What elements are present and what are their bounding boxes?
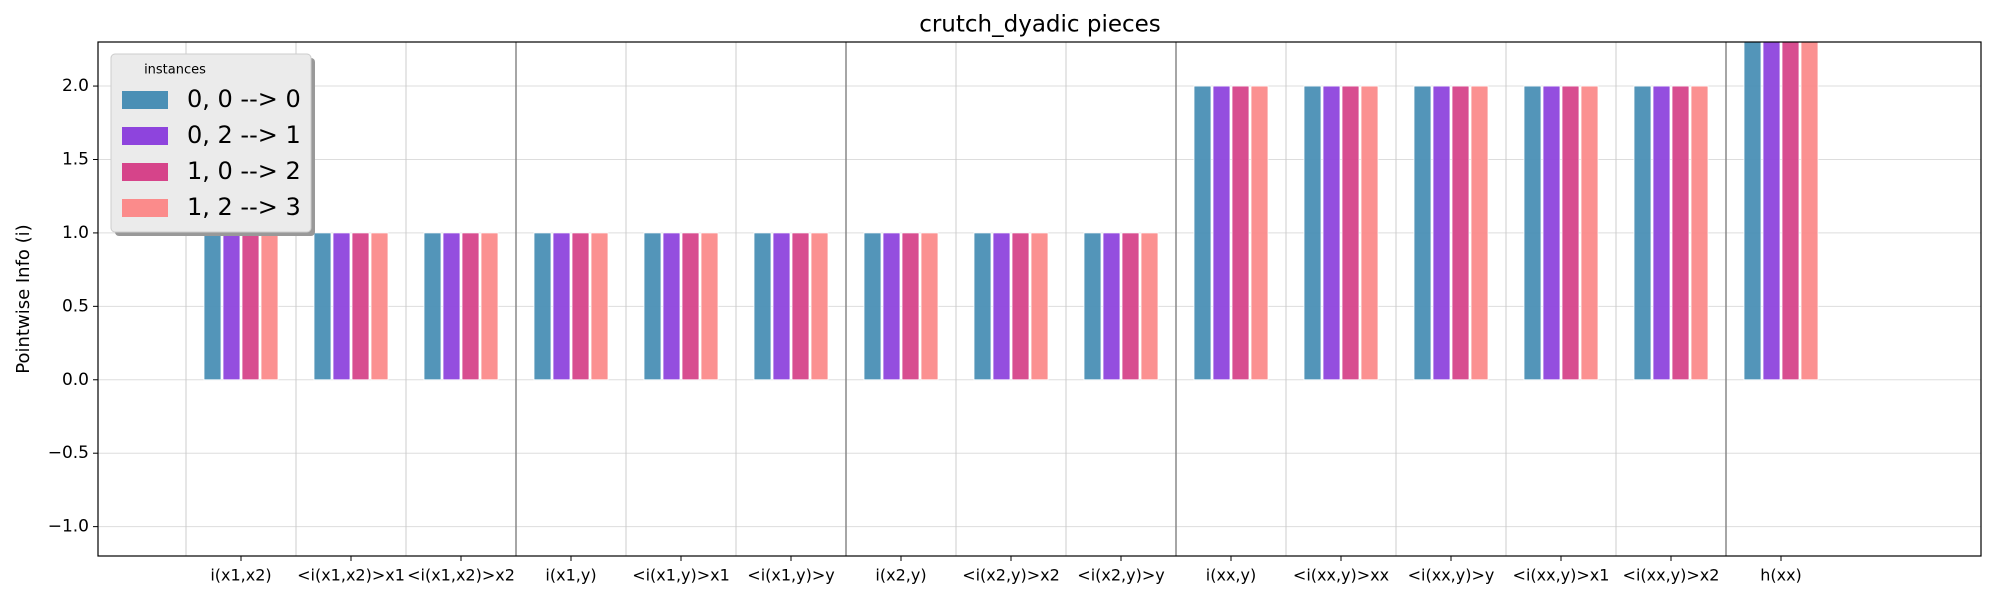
bar bbox=[992, 232, 1011, 381]
bar bbox=[1322, 85, 1341, 381]
bar bbox=[533, 232, 552, 381]
bar bbox=[203, 232, 222, 381]
x-tick-label: <i(xx,y)>y bbox=[1408, 566, 1495, 585]
x-tick-label: <i(xx,y)>x2 bbox=[1623, 566, 1720, 585]
bars bbox=[203, 42, 1819, 381]
bar bbox=[1212, 85, 1231, 381]
bar bbox=[1011, 232, 1030, 381]
y-tick-label: 1.0 bbox=[62, 223, 89, 243]
bar bbox=[1523, 85, 1542, 381]
x-tick-label: <i(xx,y)>x1 bbox=[1513, 566, 1610, 585]
bar bbox=[571, 232, 590, 381]
bar bbox=[791, 232, 810, 381]
bar bbox=[351, 232, 370, 381]
legend-swatch bbox=[122, 163, 168, 181]
bar bbox=[1690, 85, 1709, 381]
bar bbox=[1671, 85, 1690, 381]
bar bbox=[1762, 42, 1781, 381]
x-tick-label: i(x1,x2) bbox=[210, 566, 271, 585]
bar bbox=[461, 232, 480, 381]
x-tick-label: <i(x1,y)>x1 bbox=[632, 566, 730, 585]
x-tick-label: <i(x1,x2)>x2 bbox=[407, 566, 515, 585]
bar bbox=[1652, 85, 1671, 381]
y-tick-label: 2.0 bbox=[62, 76, 89, 96]
legend-title: instances bbox=[144, 63, 206, 78]
legend-label: 0, 2 --> 1 bbox=[187, 121, 301, 149]
bar bbox=[1432, 85, 1451, 381]
x-tick-label: <i(x2,y)>y bbox=[1077, 566, 1164, 585]
bar bbox=[901, 232, 920, 381]
bar bbox=[1250, 85, 1269, 381]
bar bbox=[753, 232, 772, 381]
bar bbox=[1140, 232, 1159, 381]
bar bbox=[552, 232, 571, 381]
y-tick-label: −0.5 bbox=[48, 443, 89, 463]
bar bbox=[863, 232, 882, 381]
y-tick-label: −1.0 bbox=[48, 517, 89, 537]
bar bbox=[370, 232, 389, 381]
bar bbox=[332, 232, 351, 381]
bar bbox=[1413, 85, 1432, 381]
x-tick-label: <i(xx,y)>xx bbox=[1293, 566, 1389, 585]
x-tick-label: i(x1,y) bbox=[545, 566, 596, 585]
bar bbox=[1470, 85, 1489, 381]
bar bbox=[772, 232, 791, 381]
x-tick-label: <i(x1,x2)>x1 bbox=[297, 566, 405, 585]
legend-label: 1, 2 --> 3 bbox=[187, 193, 301, 221]
labels: −1.0 −0.5 0.0 0.5 1.0 1.5 2.0 i(x1,x2) <i(x1,x2)… bbox=[48, 76, 1802, 584]
x-tick-label: <i(x1,y)>y bbox=[747, 566, 834, 585]
x-tick-label: i(xx,y) bbox=[1206, 566, 1256, 585]
bar bbox=[1303, 85, 1322, 381]
bar bbox=[480, 232, 499, 381]
bar bbox=[681, 232, 700, 381]
bar bbox=[222, 232, 241, 381]
legend: instances 0, 0 --> 0 0, 2 --> 1 1, 0 --> 2 1… bbox=[110, 53, 315, 236]
bar bbox=[1360, 85, 1379, 381]
y-tick-label: 1.5 bbox=[62, 149, 89, 169]
bar bbox=[313, 232, 332, 381]
y-tick-label: 0.0 bbox=[62, 370, 89, 390]
bar bbox=[1030, 232, 1049, 381]
bar bbox=[1542, 85, 1561, 381]
bar bbox=[920, 232, 939, 381]
x-tick-label: i(x2,y) bbox=[875, 566, 926, 585]
bar bbox=[1743, 42, 1762, 381]
bar bbox=[1341, 85, 1360, 381]
bar bbox=[643, 232, 662, 381]
bar bbox=[1102, 232, 1121, 381]
bar bbox=[810, 232, 829, 381]
bar bbox=[1121, 232, 1140, 381]
bar bbox=[1451, 85, 1470, 381]
bar bbox=[260, 232, 279, 381]
bar bbox=[1781, 42, 1800, 381]
legend-swatch bbox=[122, 127, 168, 145]
y-tick-label: 0.5 bbox=[62, 296, 89, 316]
bar bbox=[590, 232, 609, 381]
bar bbox=[1580, 85, 1599, 381]
bar bbox=[442, 232, 461, 381]
legend-swatch bbox=[122, 91, 168, 109]
plot-frame bbox=[97, 41, 1982, 557]
chart-title: crutch_dyadic pieces bbox=[919, 12, 1161, 38]
x-tick-label: <i(x2,y)>x2 bbox=[962, 566, 1060, 585]
y-axis-label: Pointwise Info (i) bbox=[13, 224, 34, 373]
legend-swatch bbox=[122, 199, 168, 217]
bar bbox=[1800, 42, 1819, 381]
bar bbox=[1633, 85, 1652, 381]
bar bbox=[973, 232, 992, 381]
legend-label: 0, 0 --> 0 bbox=[187, 85, 301, 113]
bar bbox=[882, 232, 901, 381]
bar bbox=[700, 232, 719, 381]
bar bbox=[1231, 85, 1250, 381]
x-tick-label: h(xx) bbox=[1760, 566, 1802, 585]
bar bbox=[1561, 85, 1580, 381]
bar bbox=[1083, 232, 1102, 381]
bar bbox=[241, 232, 260, 381]
bar bbox=[1193, 85, 1212, 381]
bar bbox=[662, 232, 681, 381]
legend-label: 1, 0 --> 2 bbox=[187, 157, 301, 185]
bar bbox=[423, 232, 442, 381]
